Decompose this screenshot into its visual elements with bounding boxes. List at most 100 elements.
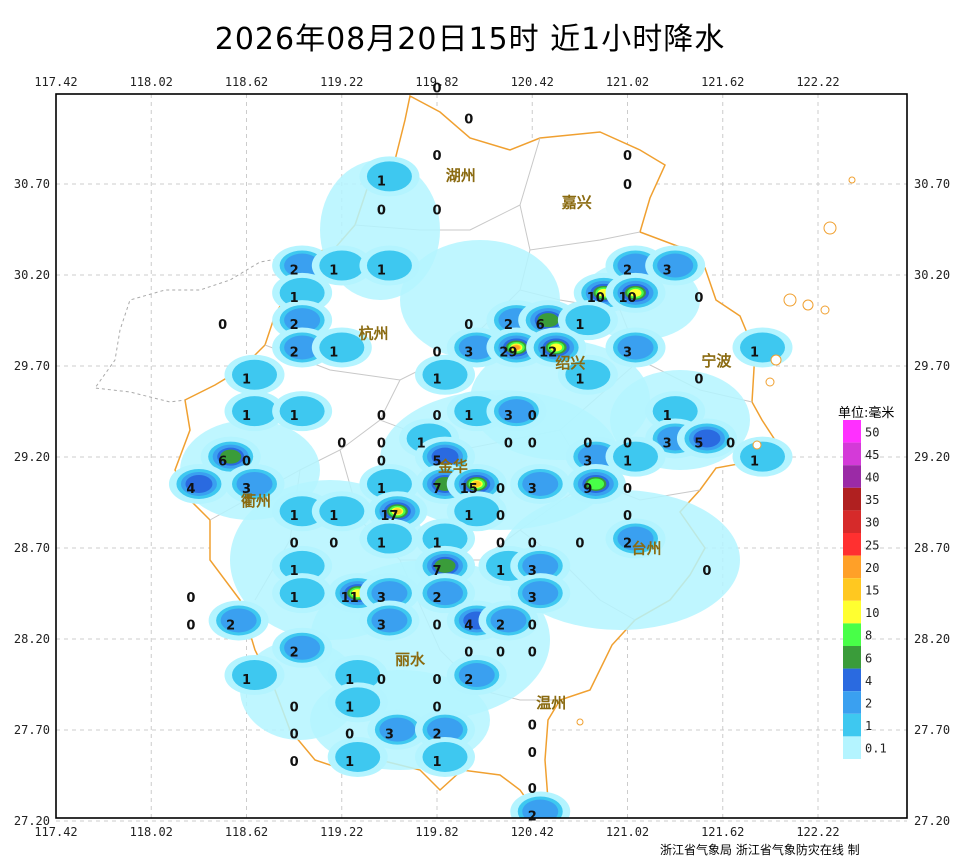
rain-cell xyxy=(458,335,495,360)
station-value: 1 xyxy=(464,509,473,524)
station-value: 0 xyxy=(377,409,386,424)
station-value: 0 xyxy=(528,409,537,424)
station-value: 1 xyxy=(290,291,299,306)
rain-cell xyxy=(279,550,325,581)
station-value: 11 xyxy=(341,591,359,606)
station-value: 0 xyxy=(528,782,537,797)
station-value: 5 xyxy=(694,436,703,451)
station-value: 1 xyxy=(623,455,632,470)
legend-swatch xyxy=(843,487,861,511)
lat-tick-left: 29.20 xyxy=(14,450,50,464)
station-value: 1 xyxy=(345,700,354,715)
rain-cell xyxy=(319,332,365,363)
station-value: 1 xyxy=(432,373,441,388)
rain-cell xyxy=(740,332,785,363)
station-value: 9 xyxy=(583,482,592,497)
rain-cell xyxy=(366,161,412,192)
lon-tick-bottom: 118.62 xyxy=(225,825,268,839)
station-value: 0 xyxy=(528,618,537,633)
station-value: 1 xyxy=(575,318,584,333)
rain-cell xyxy=(522,581,559,606)
legend-swatch xyxy=(843,691,861,714)
lon-tick-bottom: 118.02 xyxy=(130,825,173,839)
station-value: 2 xyxy=(496,618,505,633)
station-value: 2 xyxy=(290,318,299,333)
station-value: 0 xyxy=(528,719,537,734)
legend-swatch xyxy=(843,600,861,624)
legend-swatch xyxy=(843,555,861,579)
legend-label: 20 xyxy=(865,561,879,575)
rain-cell xyxy=(522,553,559,578)
station-value: 0 xyxy=(377,673,386,688)
station-value: 0 xyxy=(504,436,513,451)
legend-label: 30 xyxy=(865,516,879,530)
station-value: 1 xyxy=(290,591,299,606)
station-value: 0 xyxy=(694,373,703,388)
station-value: 5 xyxy=(432,455,441,470)
legend-swatch xyxy=(843,510,861,533)
islands xyxy=(576,176,856,726)
station-value: 3 xyxy=(377,591,386,606)
rain-cell xyxy=(454,496,500,527)
rain-cell xyxy=(577,444,614,469)
credit-text: 浙江省气象局 浙江省气象防灾在线 制 xyxy=(660,843,860,857)
legend-swatch xyxy=(843,623,861,646)
station-value: 3 xyxy=(528,591,537,606)
city-label: 嘉兴 xyxy=(561,194,592,212)
station-value: 4 xyxy=(464,618,473,633)
rain-cell xyxy=(740,441,785,472)
lat-tick-left: 27.20 xyxy=(14,814,50,828)
lon-tick-top: 118.62 xyxy=(225,75,268,89)
station-value: 3 xyxy=(377,618,386,633)
station-value: 2 xyxy=(290,646,299,661)
station-value: 0 xyxy=(432,700,441,715)
station-value: 0 xyxy=(377,455,386,470)
station-value: 3 xyxy=(663,436,672,451)
station-value: 4 xyxy=(186,482,195,497)
station-value: 2 xyxy=(226,618,235,633)
rain-cell xyxy=(537,313,559,328)
station-value: 3 xyxy=(385,728,394,743)
station-value: 1 xyxy=(750,455,759,470)
station-value: 0 xyxy=(623,149,632,164)
city-label: 衢州 xyxy=(241,492,271,510)
station-value: 0 xyxy=(496,482,505,497)
station-value: 0 xyxy=(186,591,195,606)
rain-cell xyxy=(629,288,642,297)
axis-ticks: 117.42 117.42 118.02 118.02 118.62 118.62 119.… xyxy=(14,75,950,839)
rain-cell xyxy=(617,253,654,278)
rain-cell xyxy=(366,523,412,554)
station-value: 1 xyxy=(750,345,759,360)
station-value: 2 xyxy=(464,673,473,688)
rain-cell xyxy=(236,471,273,496)
station-value: 1 xyxy=(377,537,386,552)
station-value: 10 xyxy=(618,291,636,306)
station-value: 0 xyxy=(702,564,711,579)
city-label: 绍兴 xyxy=(555,354,585,372)
lon-tick-bottom: 121.02 xyxy=(606,825,649,839)
rain-cell xyxy=(371,581,408,606)
rain-cell xyxy=(335,660,381,691)
legend-swatch xyxy=(843,736,861,759)
station-value: 2 xyxy=(432,728,441,743)
lon-tick-top: 118.02 xyxy=(130,75,173,89)
lon-tick-top: 119.22 xyxy=(320,75,363,89)
rain-cell xyxy=(284,335,321,360)
station-value: 0 xyxy=(432,203,441,218)
station-value: 0 xyxy=(290,700,299,715)
lat-tick-right: 30.20 xyxy=(914,268,950,282)
rain-cell xyxy=(587,478,605,490)
city-label: 温州 xyxy=(536,694,566,712)
rain-cell xyxy=(522,471,559,496)
station-value: 0 xyxy=(432,618,441,633)
rain-cell xyxy=(366,250,412,281)
station-value: 6 xyxy=(218,455,227,470)
station-value: 1 xyxy=(345,673,354,688)
station-value: 2 xyxy=(504,318,513,333)
rain-cell xyxy=(279,496,325,527)
rain-cell xyxy=(335,687,381,718)
station-value: 0 xyxy=(464,646,473,661)
rain-cell xyxy=(427,717,463,742)
rain-cell xyxy=(652,396,698,427)
station-value: 0 xyxy=(623,178,632,193)
